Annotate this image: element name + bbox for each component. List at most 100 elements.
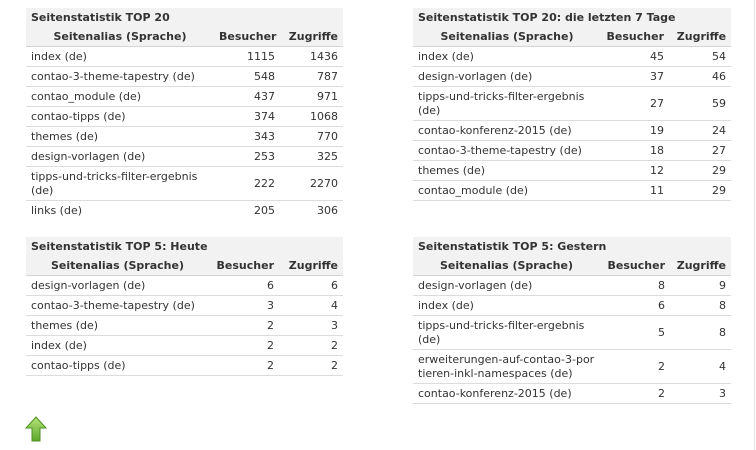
visitor-count: 2 — [209, 315, 279, 336]
hit-count: 787 — [280, 66, 344, 87]
visitor-count: 11 — [601, 180, 669, 201]
back-to-top-button[interactable] — [24, 416, 48, 442]
column-header-alias: Seitenalias (Sprache) — [413, 256, 600, 276]
column-header-hits: Zugriffe — [280, 27, 344, 47]
hit-count: 1068 — [280, 106, 344, 127]
page-alias: themes (de) — [413, 160, 601, 181]
visitor-count: 5 — [600, 315, 670, 350]
stats-table-last-7-days: Seitenstatistik TOP 20: die letzten 7 Ta… — [413, 8, 732, 201]
hit-count: 2270 — [280, 166, 344, 201]
visitor-count: 2 — [209, 355, 279, 376]
page-alias: design-vorlagen (de) — [413, 66, 601, 87]
hit-count: 8 — [670, 315, 731, 350]
up-arrow-icon — [24, 416, 48, 442]
page-alias: contao-3-theme-tapestry (de) — [413, 140, 601, 161]
visitor-count: 3 — [209, 295, 279, 316]
visitor-count: 2 — [600, 349, 670, 384]
table-title: Seitenstatistik TOP 20 — [26, 8, 344, 27]
hit-count: 4 — [279, 295, 344, 316]
visitor-count: 437 — [214, 86, 280, 107]
table-row: tipps-und-tricks-filter-ergebnis (de) 222… — [26, 166, 344, 201]
visitor-count: 253 — [214, 146, 280, 167]
table-row: contao-tipps (de) 374 1068 — [26, 106, 344, 127]
page-alias: index (de) — [26, 335, 209, 356]
table-row: index (de) 1115 1436 — [26, 46, 344, 67]
visitor-count: 18 — [601, 140, 669, 161]
hit-count: 4 — [670, 349, 731, 384]
page-alias: contao-tipps (de) — [26, 355, 209, 376]
column-header-visitors: Besucher — [601, 27, 669, 47]
hit-count: 9 — [670, 275, 731, 296]
table-row: design-vorlagen (de) 6 6 — [26, 275, 344, 296]
table-title: Seitenstatistik TOP 5: Gestern — [413, 237, 731, 256]
visitor-count: 12 — [601, 160, 669, 181]
table-title: Seitenstatistik TOP 5: Heute — [26, 237, 344, 256]
hit-count: 27 — [669, 140, 732, 161]
table-row: links (de) 205 306 — [26, 201, 343, 221]
hit-count: 1436 — [280, 46, 344, 67]
table-row: tipps-und-tricks-filter-ergebnis (de) 5 8 — [413, 315, 731, 350]
column-header-visitors: Besucher — [600, 256, 670, 276]
hit-count: 971 — [280, 86, 344, 107]
visitor-count: 2 — [209, 335, 279, 356]
column-header-visitors: Besucher — [209, 256, 279, 276]
page-alias: tipps-und-tricks-filter-ergebnis (de) — [413, 315, 600, 350]
table-row: contao-tipps (de) 2 2 — [26, 355, 344, 376]
hit-count: 3 — [670, 383, 731, 404]
column-header-hits: Zugriffe — [279, 256, 344, 276]
column-header-hits: Zugriffe — [670, 256, 731, 276]
visitor-count: 6 — [209, 275, 279, 296]
column-header-hits: Zugriffe — [669, 27, 732, 47]
page-alias: themes (de) — [26, 315, 209, 336]
table-row: contao-3-theme-tapestry (de) 18 27 — [413, 140, 732, 161]
table-row: contao-3-theme-tapestry (de) 3 4 — [26, 295, 344, 316]
column-header-visitors: Besucher — [214, 27, 280, 47]
table-row: themes (de) 343 770 — [26, 126, 344, 147]
visitor-count: 1115 — [214, 46, 280, 67]
visitor-count: 222 — [214, 166, 280, 201]
page-alias: design-vorlagen (de) — [26, 146, 214, 167]
page-alias: contao-3-theme-tapestry (de) — [26, 295, 209, 316]
visitor-count: 374 — [214, 106, 280, 127]
page-alias: contao-konferenz-2015 (de) — [413, 383, 600, 404]
hit-count: 6 — [279, 275, 344, 296]
hit-count: 306 — [317, 203, 339, 217]
visitor-count: 548 — [214, 66, 280, 87]
page-alias: design-vorlagen (de) — [26, 275, 209, 296]
page-alias: design-vorlagen (de) — [413, 275, 600, 296]
table-row: tipps-und-tricks-filter-ergebnis (de) 27 5… — [413, 86, 732, 121]
visitor-count: 205 — [254, 203, 275, 217]
hit-count: 46 — [669, 66, 732, 87]
table-row: contao_module (de) 11 29 — [413, 180, 732, 201]
statistics-panel — [4, 0, 755, 450]
hit-count: 8 — [670, 295, 731, 316]
hit-count: 29 — [669, 180, 732, 201]
page-alias: tipps-und-tricks-filter-ergebnis (de) — [26, 166, 214, 201]
table-row: themes (de) 12 29 — [413, 160, 732, 181]
page-alias: themes (de) — [26, 126, 214, 147]
column-header-alias: Seitenalias (Sprache) — [26, 27, 214, 47]
page-alias: contao_module (de) — [413, 180, 601, 201]
table-row: index (de) 45 54 — [413, 46, 732, 67]
table-row: design-vorlagen (de) 253 325 — [26, 146, 344, 167]
stats-table-top20: Seitenstatistik TOP 20 Seitenalias (Spra… — [26, 8, 344, 221]
visitor-count: 8 — [600, 275, 670, 296]
hit-count: 2 — [279, 355, 344, 376]
column-header-alias: Seitenalias (Sprache) — [413, 27, 601, 47]
hit-count: 2 — [279, 335, 344, 356]
table-row: erweiterungen-auf-contao-3-portieren-ink… — [413, 349, 731, 384]
table-row: contao-konferenz-2015 (de) 19 24 — [413, 120, 732, 141]
table-row: contao_module (de) 437 971 — [26, 86, 344, 107]
stats-table-today: Seitenstatistik TOP 5: Heute Seitenalias… — [26, 237, 344, 376]
page-alias: links (de) — [31, 203, 83, 217]
page-alias: contao-tipps (de) — [26, 106, 214, 127]
visitor-count: 19 — [601, 120, 669, 141]
page-alias: index (de) — [26, 46, 214, 67]
table-row: index (de) 2 2 — [26, 335, 344, 356]
stats-table-yesterday: Seitenstatistik TOP 5: Gestern Seitenali… — [413, 237, 731, 404]
hit-count: 24 — [669, 120, 732, 141]
hit-count: 3 — [279, 315, 344, 336]
page-alias: contao-konferenz-2015 (de) — [413, 120, 601, 141]
page-alias: erweiterungen-auf-contao-3-portieren-ink… — [413, 349, 600, 384]
visitor-count: 343 — [214, 126, 280, 147]
